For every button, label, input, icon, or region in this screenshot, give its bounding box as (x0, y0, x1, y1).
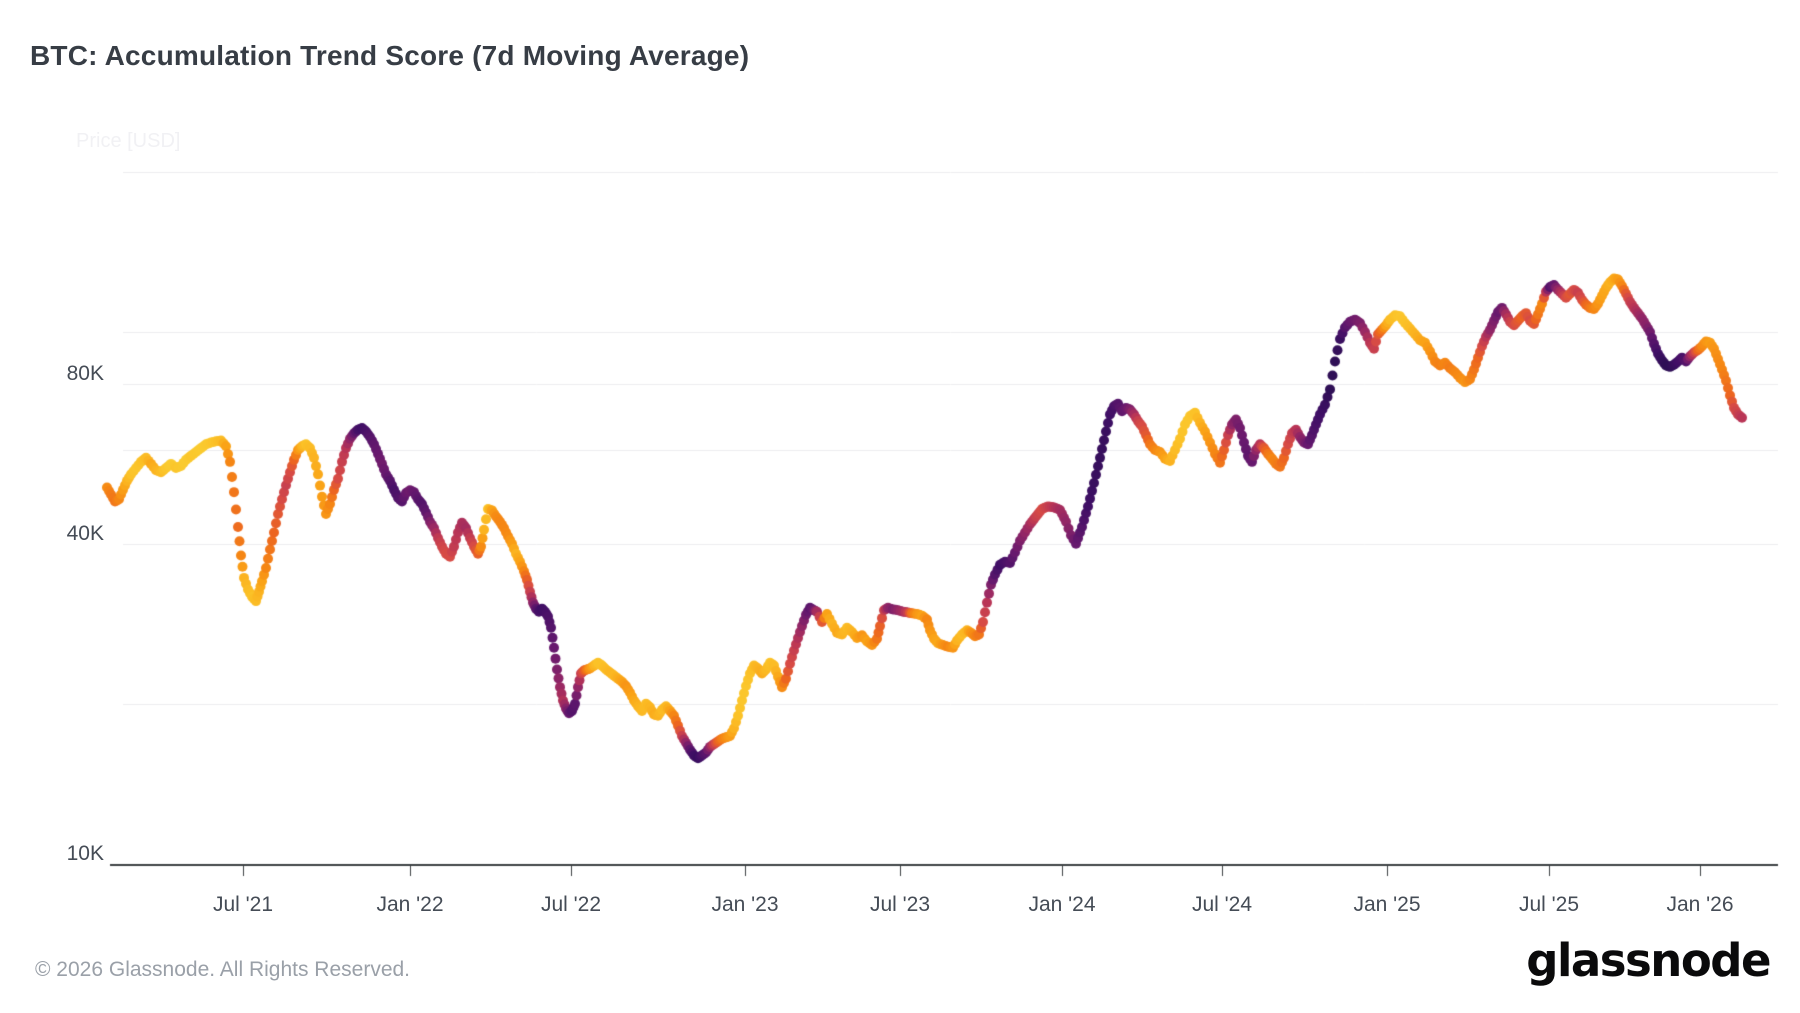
glassnode-logo: glassnode (1526, 934, 1771, 987)
x-tick-jan-26: Jan '26 (1666, 893, 1734, 916)
x-tick-jul-25: Jul '25 (1518, 893, 1580, 916)
x-tick-jul-24: Jul '24 (1191, 893, 1253, 916)
x-tick-jan-25: Jan '25 (1353, 893, 1421, 916)
x-tick-jan-23: Jan '23 (711, 893, 779, 916)
y-tick-80k: 80K (66, 362, 104, 385)
x-tick-jul-21: Jul '21 (212, 893, 274, 916)
x-tick-jul-23: Jul '23 (869, 893, 931, 916)
copyright-notice: © 2026 Glassnode. All Rights Reserved. (35, 958, 411, 981)
x-tick-jan-22: Jan '22 (376, 893, 444, 916)
y-axis-unit-label: Price [USD] (76, 130, 181, 152)
x-tick-jul-22: Jul '22 (540, 893, 602, 916)
page-title: BTC: Accumulation Trend Score (7d Moving… (30, 40, 750, 71)
y-tick-40k: 40K (66, 522, 104, 545)
y-tick-10k: 10K (66, 842, 104, 865)
x-tick-jan-24: Jan '24 (1028, 893, 1096, 916)
